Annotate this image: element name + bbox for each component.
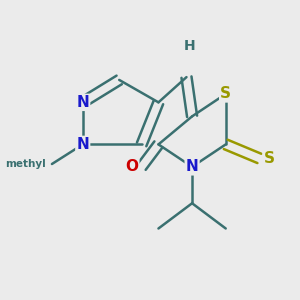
Text: S: S bbox=[220, 86, 231, 101]
Text: N: N bbox=[76, 137, 89, 152]
Text: S: S bbox=[264, 151, 275, 166]
Text: H: H bbox=[184, 39, 195, 53]
Text: N: N bbox=[186, 159, 199, 174]
Text: N: N bbox=[76, 95, 89, 110]
Text: methyl: methyl bbox=[6, 159, 46, 169]
Text: O: O bbox=[125, 159, 138, 174]
